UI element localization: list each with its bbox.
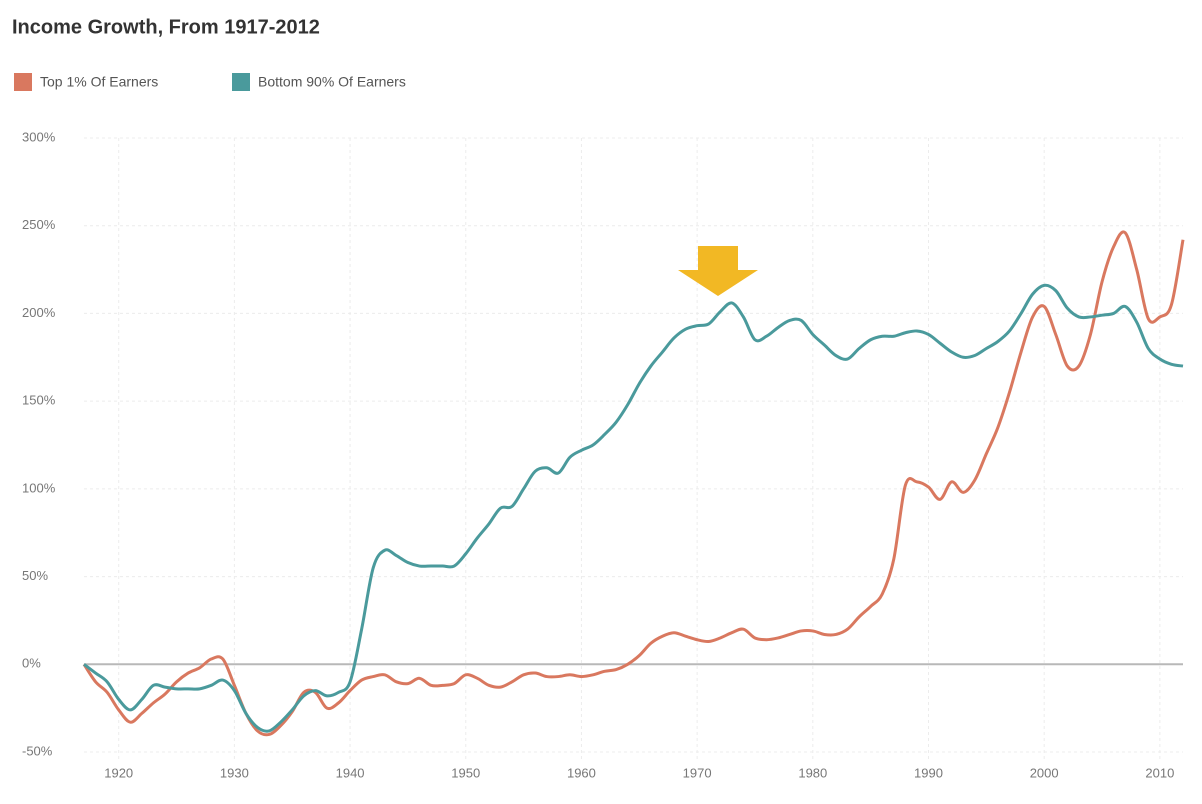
plot-area: -50% 0% 50% 100% 150% 200% 250% 300% 1920 1930 194…: [22, 129, 1185, 780]
legend-label: Bottom 90% Of Earners: [258, 74, 406, 90]
chart-title: Income Growth, From 1917-2012: [12, 16, 320, 38]
y-tick-label: -50%: [22, 743, 53, 758]
legend-swatch: [232, 73, 250, 91]
x-tick-label: 2000: [1030, 765, 1059, 780]
series-line: [83, 283, 1184, 733]
x-tick-label: 1990: [914, 765, 943, 780]
x-tick-label: 1950: [451, 765, 480, 780]
x-tick-label: 1980: [798, 765, 827, 780]
arrow-annotation: [678, 246, 758, 296]
legend-swatch: [14, 73, 32, 91]
x-tick-label: 2010: [1145, 765, 1174, 780]
y-tick-label: 50%: [22, 568, 48, 583]
y-tick-label: 200%: [22, 305, 56, 320]
y-tick-label: 300%: [22, 129, 56, 144]
y-tick-label: 100%: [22, 480, 56, 495]
x-tick-label: 1930: [220, 765, 249, 780]
x-tick-label: 1960: [567, 765, 596, 780]
y-tick-label: 150%: [22, 393, 56, 408]
y-tick-label: 250%: [22, 217, 56, 232]
x-tick-label: 1940: [336, 765, 365, 780]
series-line: [82, 230, 1185, 737]
x-tick-label: 1970: [683, 765, 712, 780]
x-tick-label: 1920: [104, 765, 133, 780]
legend-label: Top 1% Of Earners: [40, 74, 158, 90]
y-tick-label: 0%: [22, 656, 41, 671]
